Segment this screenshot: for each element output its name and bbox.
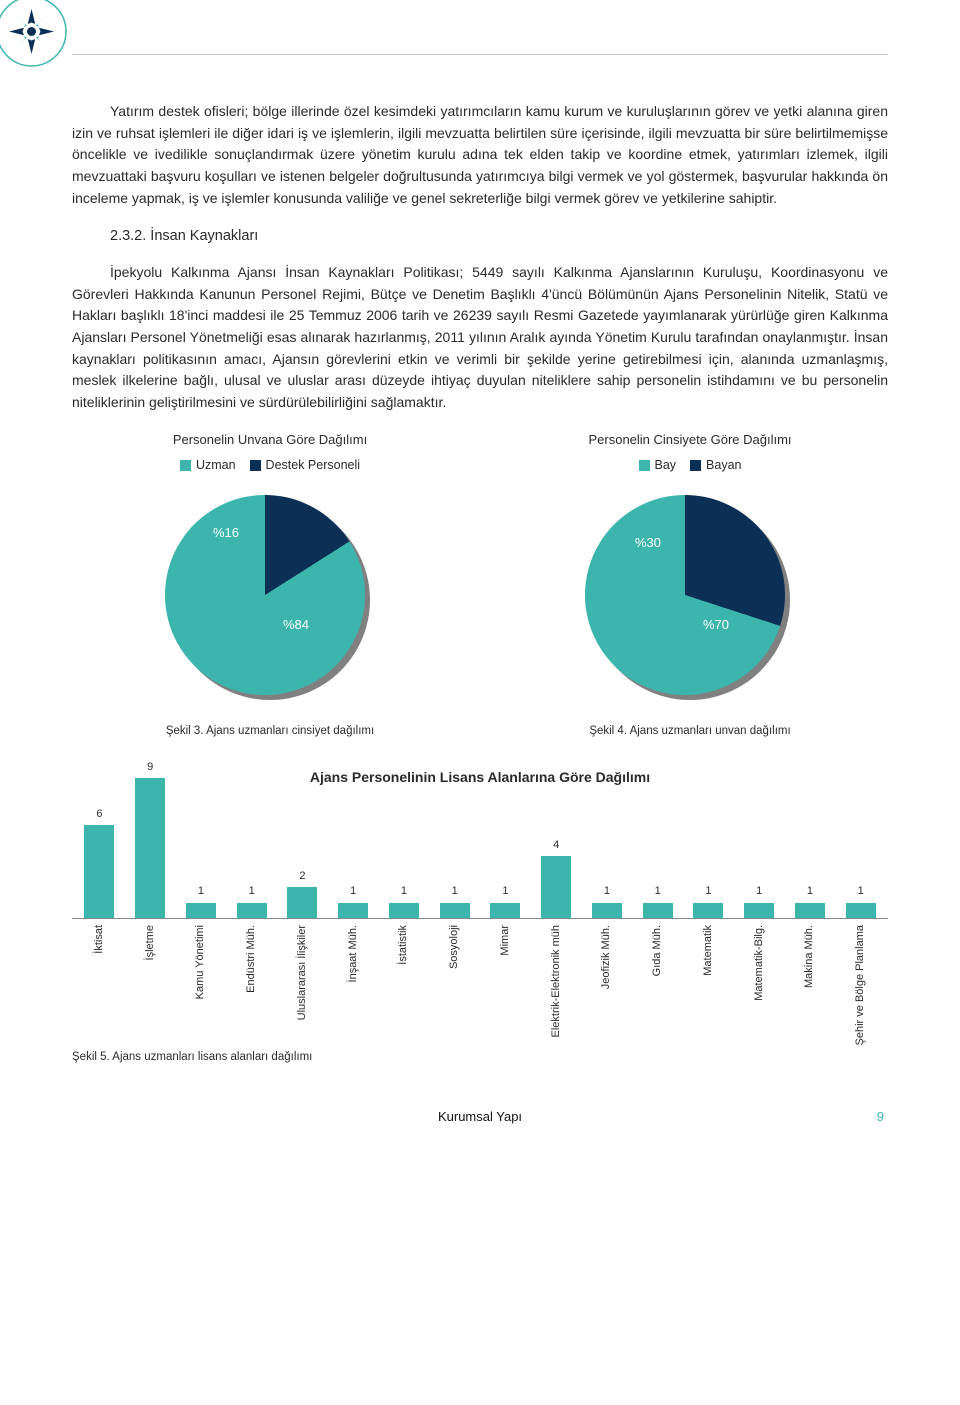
bar-şehir-ve-bölge-planlama: 1 — [837, 883, 884, 918]
bar-matematik-bilg.: 1 — [736, 883, 783, 918]
legend-swatch-uzman — [180, 460, 191, 471]
bar-rect — [846, 903, 876, 919]
bar-label: Mimar — [497, 925, 514, 956]
bar-i̇nşaat-müh.: 1 — [330, 883, 377, 918]
bar-label: İktisat — [91, 925, 108, 954]
pie-right-label-large: %70 — [703, 615, 729, 635]
bar-jeofizik-müh.: 1 — [584, 883, 631, 918]
bar-label: İşletme — [142, 925, 159, 960]
bar-mimar: 1 — [482, 883, 529, 918]
bar-rect — [490, 903, 520, 919]
bar-rect — [338, 903, 368, 919]
bar-value: 1 — [350, 883, 356, 900]
bar-matematik: 1 — [685, 883, 732, 918]
bar-value: 1 — [756, 883, 762, 900]
bar-label: Uluslararası İlişkiler — [294, 925, 311, 1020]
bar-i̇statistik: 1 — [381, 883, 428, 918]
bar-chart-caption: Şekil 5. Ajans uzmanları lisans alanları… — [72, 1049, 888, 1067]
bar-kamu-yönetimi: 1 — [178, 883, 225, 918]
bar-makina-müh.: 1 — [787, 883, 834, 918]
bar-rect — [795, 903, 825, 919]
pie-right-legend: Bay Bayan — [492, 456, 888, 475]
bar-rect — [84, 825, 114, 918]
bar-value: 1 — [807, 883, 813, 900]
bar-rect — [237, 903, 267, 919]
bar-rect — [592, 903, 622, 919]
pie-left-legend: Uzman Destek Personeli — [72, 456, 468, 475]
bar-value: 1 — [705, 883, 711, 900]
pie-right-caption: Şekil 4. Ajans uzmanları unvan dağılımı — [492, 723, 888, 741]
section-heading-hr: 2.3.2. İnsan Kaynakları — [110, 225, 888, 247]
legend-label-bay: Bay — [655, 456, 677, 475]
bar-value: 1 — [858, 883, 864, 900]
bar-value: 1 — [604, 883, 610, 900]
pie-left-title: Personelin Unvana Göre Dağılımı — [72, 430, 468, 450]
legend-swatch-destek — [250, 460, 261, 471]
bar-rect — [135, 778, 165, 918]
bar-endüstri-müh.: 1 — [228, 883, 275, 918]
bar-rect — [389, 903, 419, 919]
bar-rect — [287, 887, 317, 918]
bar-value: 1 — [502, 883, 508, 900]
legend-swatch-bay — [639, 460, 650, 471]
bar-value: 1 — [655, 883, 661, 900]
paragraph-hr-policy: İpekyolu Kalkınma Ajansı İnsan Kaynaklar… — [72, 262, 888, 414]
pie-left-caption: Şekil 3. Ajans uzmanları cinsiyet dağılı… — [72, 723, 468, 741]
bar-chart-degree-fields: Ajans Personelinin Lisans Alanlarına Gör… — [72, 759, 888, 1067]
pie-left-label-small: %16 — [213, 523, 239, 543]
bar-sosyoloji: 1 — [431, 883, 478, 918]
bar-value: 6 — [96, 806, 102, 823]
bar-value: 2 — [299, 868, 305, 885]
bar-label: İstatistik — [395, 925, 412, 965]
bar-rect — [744, 903, 774, 919]
bar-label: Gıda Müh. — [649, 925, 666, 976]
legend-label-bayan: Bayan — [706, 456, 741, 475]
legend-swatch-bayan — [690, 460, 701, 471]
legend-label-uzman: Uzman — [196, 456, 236, 475]
bar-label: Matematik-Bilg. — [751, 925, 768, 1001]
footer-page-number: 9 — [860, 1107, 884, 1127]
bar-label: Elektrik-Elektronik müh — [548, 925, 565, 1037]
bar-label: İnşaat Müh. — [345, 925, 362, 982]
bar-value: 1 — [249, 883, 255, 900]
page-footer: Kurumsal Yapı 9 — [72, 1107, 888, 1127]
bar-rect — [693, 903, 723, 919]
bar-rect — [186, 903, 216, 919]
bar-chart-title: Ajans Personelinin Lisans Alanlarına Gör… — [72, 767, 888, 789]
bar-label: Sosyoloji — [446, 925, 463, 969]
bar-label: Makina Müh. — [801, 925, 818, 988]
footer-section-name: Kurumsal Yapı — [100, 1107, 860, 1127]
legend-label-destek: Destek Personeli — [266, 456, 361, 475]
bar-uluslararası-i̇lişkiler: 2 — [279, 868, 326, 918]
header-divider — [72, 54, 888, 55]
bar-label: Jeofizik Müh. — [598, 925, 615, 989]
bar-value: 1 — [198, 883, 204, 900]
pie-left-label-large: %84 — [283, 615, 309, 635]
bar-value: 1 — [401, 883, 407, 900]
bar-i̇ktisat: 6 — [76, 806, 123, 918]
bar-label: Şehir ve Bölge Planlama — [852, 925, 869, 1045]
bar-value: 1 — [452, 883, 458, 900]
bar-rect — [541, 856, 571, 918]
bar-gıda-müh.: 1 — [634, 883, 681, 918]
paragraph-investment-offices: Yatırım destek ofisleri; bölge illerinde… — [72, 101, 888, 209]
bar-label: Endüstri Müh. — [243, 925, 260, 993]
bar-rect — [440, 903, 470, 919]
bar-label: Matematik — [700, 925, 717, 976]
bar-label: Kamu Yönetimi — [192, 925, 209, 999]
pie-right-title: Personelin Cinsiyete Göre Dağılımı — [492, 430, 888, 450]
bar-rect — [643, 903, 673, 919]
bar-value: 4 — [553, 837, 559, 854]
pie-chart-gender-distribution: Personelin Cinsiyete Göre Dağılımı Bay B… — [492, 430, 888, 741]
agency-logo-icon — [0, 0, 69, 69]
pie-chart-title-distribution: Personelin Unvana Göre Dağılımı Uzman De… — [72, 430, 468, 741]
bar-elektrik-elektronik-müh: 4 — [533, 837, 580, 918]
pie-right-label-small: %30 — [635, 533, 661, 553]
